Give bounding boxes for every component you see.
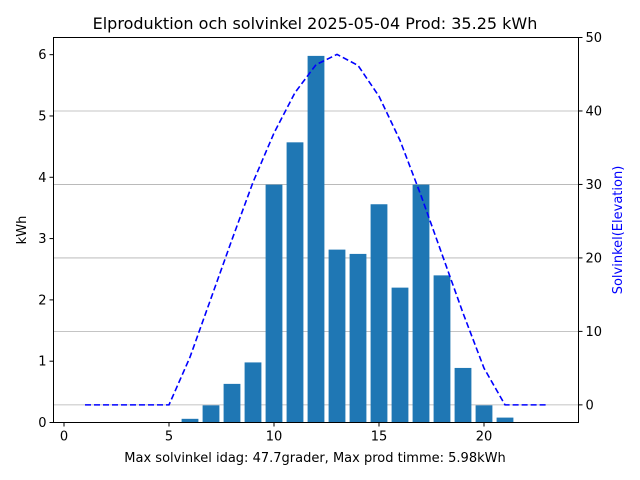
x-tick-label: 15 — [371, 430, 388, 445]
y2-tick-label: 0 — [586, 398, 594, 413]
plot-frame — [53, 37, 579, 423]
y-tick-label: 2 — [38, 293, 46, 308]
bar — [202, 405, 220, 423]
bar — [391, 287, 409, 423]
y2-axis-label: Solvinkel(Elevation) — [611, 166, 626, 295]
y-axis-ticks: 0 1 2 3 4 5 6 — [38, 48, 54, 431]
y-tick-label: 3 — [38, 232, 46, 247]
bar — [307, 55, 325, 423]
bar — [433, 275, 451, 423]
y2-tick-label: 10 — [586, 325, 603, 340]
bar — [181, 418, 199, 423]
bar-series — [181, 55, 514, 423]
y-tick-label: 5 — [38, 109, 46, 124]
bar — [454, 367, 472, 423]
bar — [286, 142, 304, 423]
x-tick-label: 0 — [60, 430, 68, 445]
bar — [244, 362, 262, 423]
y2-tick-label: 40 — [586, 104, 603, 119]
y2-axis-ticks: 0 10 20 30 40 50 — [578, 31, 603, 413]
bar — [265, 184, 283, 423]
y2-tick-label: 30 — [586, 178, 603, 193]
y-tick-label: 6 — [38, 48, 46, 63]
x-tick-label: 5 — [165, 430, 173, 445]
y-axis-label: kWh — [15, 216, 30, 245]
x-axis-label: Max solvinkel idag: 47.7grader, Max prod… — [124, 451, 505, 466]
bar — [370, 204, 388, 423]
x-tick-label: 20 — [476, 430, 493, 445]
bar — [496, 417, 514, 423]
bar — [328, 249, 346, 423]
y2-tick-label: 20 — [586, 251, 603, 266]
bar — [349, 253, 367, 423]
y-tick-label: 4 — [38, 171, 46, 186]
bar — [412, 184, 430, 423]
elevation-line — [85, 53, 547, 406]
y-tick-label: 1 — [38, 355, 46, 370]
y2-tick-label: 50 — [586, 31, 603, 46]
x-tick-label: 10 — [266, 430, 283, 445]
y-tick-label: 0 — [38, 416, 46, 431]
x-axis-ticks: 0 5 10 15 20 — [60, 422, 493, 445]
bar — [475, 405, 493, 423]
chart-title: Elproduktion och solvinkel 2025-05-04 Pr… — [93, 14, 538, 33]
bar — [223, 383, 241, 423]
